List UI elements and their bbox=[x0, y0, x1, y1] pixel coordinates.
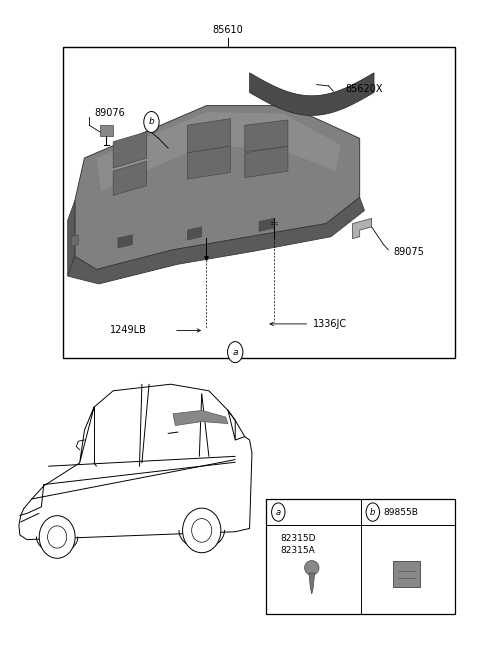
Circle shape bbox=[366, 503, 380, 521]
Polygon shape bbox=[113, 162, 147, 195]
Polygon shape bbox=[245, 120, 288, 152]
Circle shape bbox=[228, 342, 243, 363]
Text: b: b bbox=[149, 118, 155, 127]
Polygon shape bbox=[75, 106, 360, 269]
Text: 85620X: 85620X bbox=[345, 83, 383, 93]
Circle shape bbox=[272, 503, 285, 521]
Text: 1336JC: 1336JC bbox=[313, 319, 347, 329]
Polygon shape bbox=[352, 218, 372, 238]
Text: 89075: 89075 bbox=[393, 248, 424, 258]
Polygon shape bbox=[187, 119, 230, 153]
Polygon shape bbox=[187, 147, 230, 179]
Polygon shape bbox=[113, 132, 147, 168]
Polygon shape bbox=[96, 112, 340, 191]
Text: 89855B: 89855B bbox=[384, 508, 419, 516]
Text: a: a bbox=[276, 508, 281, 516]
Ellipse shape bbox=[48, 526, 67, 548]
Text: 82315A: 82315A bbox=[281, 545, 315, 555]
Polygon shape bbox=[71, 235, 78, 246]
Bar bbox=[63, 47, 456, 358]
Polygon shape bbox=[68, 200, 75, 276]
Bar bbox=[266, 499, 456, 614]
Polygon shape bbox=[309, 573, 315, 594]
Text: 89076: 89076 bbox=[94, 108, 125, 118]
Bar bbox=[393, 561, 420, 587]
Polygon shape bbox=[173, 411, 228, 426]
Ellipse shape bbox=[305, 560, 319, 575]
Bar bbox=[100, 125, 113, 137]
Polygon shape bbox=[250, 73, 374, 116]
Text: 85610: 85610 bbox=[213, 25, 243, 35]
Text: a: a bbox=[232, 348, 238, 357]
Polygon shape bbox=[245, 147, 288, 177]
Text: 1249LB: 1249LB bbox=[110, 325, 147, 336]
Text: b: b bbox=[370, 508, 375, 516]
Ellipse shape bbox=[192, 518, 212, 542]
Polygon shape bbox=[259, 218, 274, 231]
Text: 82315D: 82315D bbox=[281, 533, 316, 543]
Ellipse shape bbox=[39, 516, 75, 558]
Circle shape bbox=[144, 112, 159, 133]
Ellipse shape bbox=[182, 508, 221, 553]
Polygon shape bbox=[68, 197, 364, 284]
Polygon shape bbox=[118, 235, 132, 248]
Polygon shape bbox=[187, 227, 202, 240]
